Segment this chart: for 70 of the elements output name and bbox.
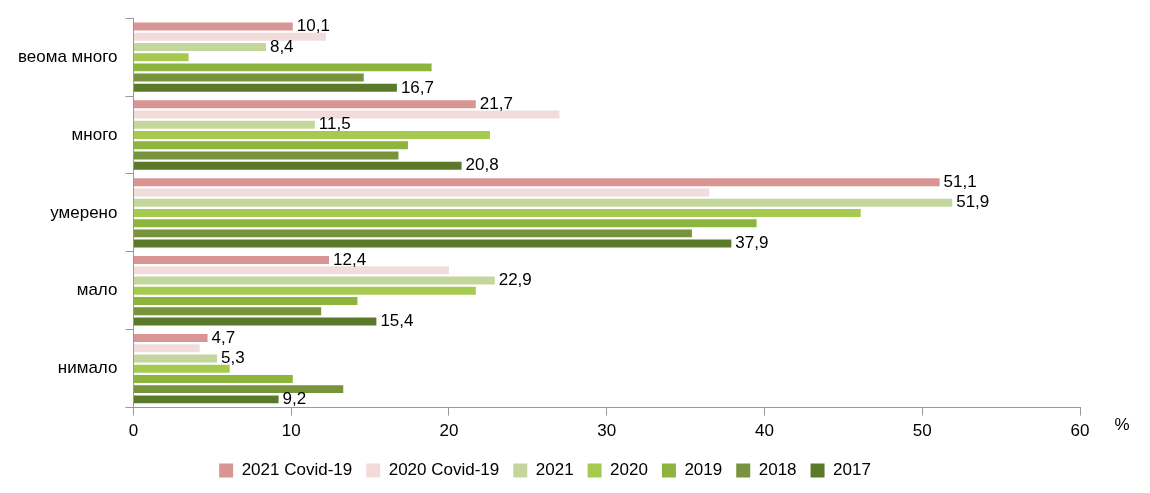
bar bbox=[133, 256, 330, 265]
data-label: 20,8 bbox=[465, 155, 499, 175]
bar bbox=[133, 374, 293, 383]
data-label: 22,9 bbox=[498, 270, 532, 290]
bar bbox=[133, 219, 757, 228]
bar bbox=[133, 22, 293, 31]
data-label: 16,7 bbox=[400, 77, 434, 97]
x-tick-label: 20 bbox=[439, 421, 459, 441]
y-tick-label: нимало bbox=[57, 358, 118, 378]
bar bbox=[133, 53, 189, 62]
y-tick-label: веома много bbox=[17, 46, 118, 66]
legend-label: 2019 bbox=[684, 460, 723, 480]
bar bbox=[133, 198, 953, 207]
bar bbox=[133, 239, 732, 248]
legend-label: 2018 bbox=[758, 460, 797, 480]
data-label: 37,9 bbox=[735, 233, 769, 253]
x-tick-label: 10 bbox=[281, 421, 301, 441]
bar bbox=[133, 395, 279, 404]
bar bbox=[133, 297, 358, 306]
bar bbox=[133, 151, 399, 160]
data-label: 11,5 bbox=[318, 114, 351, 134]
bar bbox=[133, 131, 490, 140]
bar bbox=[133, 229, 692, 238]
bar bbox=[133, 63, 432, 72]
x-tick-label: 40 bbox=[755, 421, 774, 441]
x-tick-label: 30 bbox=[597, 421, 617, 441]
bar bbox=[133, 73, 364, 82]
bar bbox=[133, 364, 230, 373]
bar bbox=[133, 100, 476, 109]
bar bbox=[133, 161, 462, 170]
bar bbox=[133, 42, 266, 51]
x-tick-label: 0 bbox=[128, 421, 139, 441]
legend-label: 2021 Covid-19 bbox=[241, 460, 353, 480]
y-tick-label: много bbox=[71, 124, 118, 144]
bar bbox=[133, 178, 940, 187]
y-tick-label: умерено bbox=[50, 202, 118, 222]
data-label: 5,3 bbox=[221, 348, 245, 368]
x-tick-label: 60 bbox=[1070, 421, 1090, 441]
bar bbox=[133, 32, 326, 41]
bar bbox=[133, 307, 322, 316]
legend-label: 2020 bbox=[610, 460, 648, 480]
bar bbox=[133, 83, 397, 92]
data-label: 12,4 bbox=[333, 249, 367, 269]
bar bbox=[133, 317, 377, 326]
bar bbox=[133, 276, 495, 285]
bar bbox=[133, 385, 344, 394]
data-label: 10,1 bbox=[296, 16, 330, 36]
y-tick-label: мало bbox=[76, 280, 118, 300]
bar bbox=[133, 110, 560, 119]
data-label: 4,7 bbox=[211, 327, 236, 347]
bar bbox=[133, 188, 710, 197]
bar bbox=[133, 354, 218, 363]
data-label: 8,4 bbox=[269, 36, 294, 56]
x-tick-label: 50 bbox=[912, 421, 932, 441]
data-label: 51,9 bbox=[956, 192, 990, 212]
bar bbox=[133, 141, 408, 150]
data-label: 21,7 bbox=[479, 94, 513, 113]
bar bbox=[133, 208, 861, 217]
bar bbox=[133, 120, 315, 129]
legend-label: 2017 bbox=[833, 460, 871, 480]
bar bbox=[133, 344, 200, 353]
legend-label: 2021 bbox=[535, 460, 574, 480]
x-axis-title: % bbox=[1114, 415, 1130, 435]
data-label: 51,1 bbox=[943, 171, 977, 191]
data-label: 15,4 bbox=[380, 311, 414, 331]
bar bbox=[133, 266, 449, 275]
bar bbox=[133, 333, 208, 342]
data-label: 9,2 bbox=[282, 389, 307, 409]
bar bbox=[133, 286, 476, 295]
legend-label: 2020 Covid-19 bbox=[388, 460, 500, 480]
